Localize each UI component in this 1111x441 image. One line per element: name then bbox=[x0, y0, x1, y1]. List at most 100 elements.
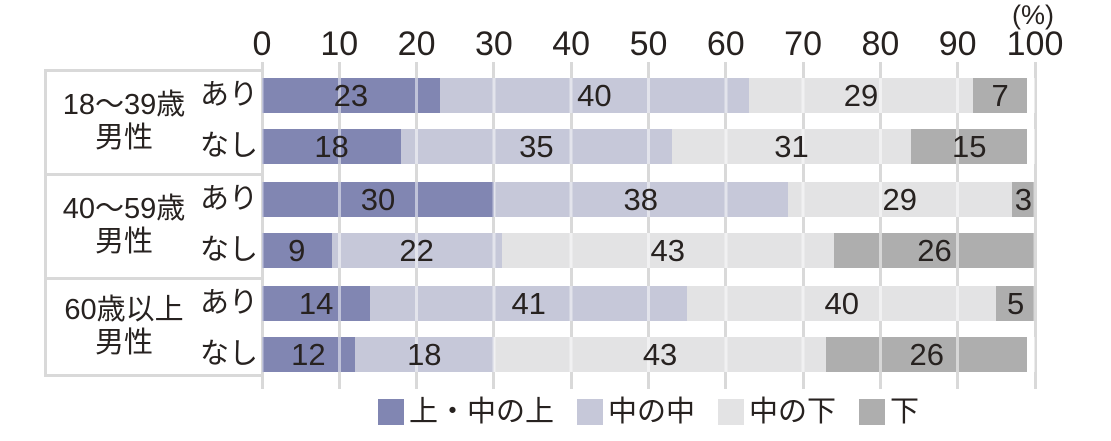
bar-value-label: 30 bbox=[360, 182, 396, 217]
gridline bbox=[724, 62, 728, 389]
bar-segment: 43 bbox=[501, 233, 834, 268]
bar-segment: 3 bbox=[1011, 182, 1035, 217]
bar-segment: 26 bbox=[833, 233, 1035, 268]
row-label: なし bbox=[199, 130, 258, 162]
group-label: 40〜59歳 男性 bbox=[46, 174, 202, 278]
bar-row: 23 40 29 7 bbox=[262, 78, 1035, 113]
legend-item: 中の中 bbox=[576, 396, 695, 428]
legend-label: 下 bbox=[890, 396, 920, 428]
row-label: なし bbox=[199, 234, 258, 266]
x-axis-tick-label: 90 bbox=[938, 25, 977, 63]
bar-segment: 40 bbox=[687, 286, 997, 321]
bar-segment: 41 bbox=[370, 286, 688, 321]
group-label-line: 男性 bbox=[94, 326, 153, 359]
bar-segment: 38 bbox=[493, 182, 788, 217]
bar-value-label: 43 bbox=[650, 233, 686, 268]
bar-segment: 5 bbox=[996, 286, 1035, 321]
x-axis-tick-label: 50 bbox=[629, 25, 668, 63]
gridline bbox=[492, 62, 496, 389]
gridline bbox=[878, 62, 882, 389]
gridline bbox=[801, 62, 805, 389]
legend-swatch bbox=[377, 399, 404, 425]
bar-row: 12 18 43 26 bbox=[262, 337, 1035, 372]
group-label-line: 男性 bbox=[94, 122, 153, 154]
legend: 上・中の上 中の中 中の下 下 bbox=[262, 396, 1035, 428]
group-label: 60歳以上 男性 bbox=[46, 278, 202, 375]
gridline bbox=[415, 62, 419, 389]
bar-value-label: 29 bbox=[843, 78, 879, 113]
x-axis-tick-label: 60 bbox=[706, 25, 745, 63]
group-label: 18〜39歳 男性 bbox=[46, 70, 202, 174]
bar-value-label: 41 bbox=[511, 286, 546, 321]
bar-segment: 18 bbox=[354, 337, 494, 372]
gridline bbox=[569, 62, 573, 389]
bar-segment: 7 bbox=[973, 78, 1028, 113]
panel-border-line bbox=[44, 173, 263, 176]
legend-item: 上・中の上 bbox=[377, 396, 554, 428]
x-axis-tick-label: 10 bbox=[320, 25, 359, 63]
bar-row: 18 35 31 15 bbox=[262, 129, 1035, 164]
bar-value-label: 40 bbox=[577, 78, 612, 113]
bar-value-label: 26 bbox=[909, 337, 944, 372]
bar-segment: 18 bbox=[262, 129, 402, 164]
x-axis-tick-label: 0 bbox=[252, 25, 272, 63]
bar-segment: 40 bbox=[439, 78, 749, 113]
bar-value-label: 22 bbox=[399, 233, 434, 268]
bar-value-label: 29 bbox=[882, 182, 917, 217]
bar-segment: 14 bbox=[262, 286, 371, 321]
bar-value-label: 18 bbox=[314, 129, 349, 164]
bar-value-label: 43 bbox=[642, 337, 678, 372]
percent-unit-label: (%) bbox=[1012, 0, 1054, 30]
x-axis-tick-label: 100 bbox=[1006, 25, 1064, 63]
gridline bbox=[1033, 62, 1037, 389]
legend-swatch bbox=[859, 399, 886, 425]
bar-value-label: 38 bbox=[623, 182, 658, 217]
gridline bbox=[647, 62, 650, 389]
bar-value-label: 3 bbox=[1014, 182, 1032, 217]
bar-segment: 29 bbox=[787, 182, 1012, 217]
panel-border-line bbox=[44, 70, 47, 376]
bar-value-label: 15 bbox=[952, 129, 987, 164]
legend-label: 中の中 bbox=[607, 396, 695, 428]
gridline bbox=[260, 62, 264, 389]
bar-value-label: 40 bbox=[824, 286, 859, 321]
bar-value-label: 35 bbox=[519, 129, 554, 164]
legend-label: 中の下 bbox=[749, 396, 837, 428]
x-axis-tick-label: 80 bbox=[861, 25, 900, 63]
group-label-line: 18〜39歳 bbox=[62, 89, 186, 121]
bar-segment: 31 bbox=[671, 129, 912, 164]
group-label-line: 男性 bbox=[94, 226, 153, 258]
legend-swatch bbox=[576, 399, 603, 425]
gridline bbox=[956, 62, 960, 389]
bar-segment: 29 bbox=[748, 78, 974, 113]
bar-segment: 30 bbox=[262, 182, 494, 217]
bar-value-label: 5 bbox=[1007, 286, 1025, 321]
panel-border-line bbox=[44, 277, 263, 280]
bar-value-label: 14 bbox=[298, 286, 334, 321]
legend-label: 上・中の上 bbox=[408, 396, 554, 428]
bar-segment: 15 bbox=[911, 129, 1028, 164]
row-label: なし bbox=[199, 338, 258, 370]
bar-segment: 35 bbox=[401, 129, 672, 164]
row-label: あり bbox=[199, 183, 258, 215]
bar-value-label: 18 bbox=[407, 337, 442, 372]
x-axis-tick-label: 20 bbox=[397, 25, 436, 63]
bar-segment: 22 bbox=[331, 233, 502, 268]
bar-row: 9 22 43 26 bbox=[262, 233, 1035, 268]
bar-segment: 12 bbox=[262, 337, 355, 372]
bar-segment: 23 bbox=[262, 78, 440, 113]
row-label: あり bbox=[199, 287, 258, 319]
x-axis-tick-label: 30 bbox=[474, 25, 513, 63]
group-label-line: 40〜59歳 bbox=[62, 193, 186, 225]
bar-segment: 9 bbox=[262, 233, 332, 268]
panel-border-line bbox=[44, 374, 263, 377]
bar-value-label: 9 bbox=[288, 233, 306, 268]
bar-value-label: 31 bbox=[774, 129, 809, 164]
bar-segment: 43 bbox=[493, 337, 827, 372]
gridline bbox=[337, 62, 341, 389]
x-axis-tick-label: 70 bbox=[784, 25, 823, 63]
bar-row: 30 38 29 3 bbox=[262, 182, 1035, 217]
panel-border-line bbox=[44, 69, 263, 72]
bar-value-label: 23 bbox=[333, 78, 369, 113]
